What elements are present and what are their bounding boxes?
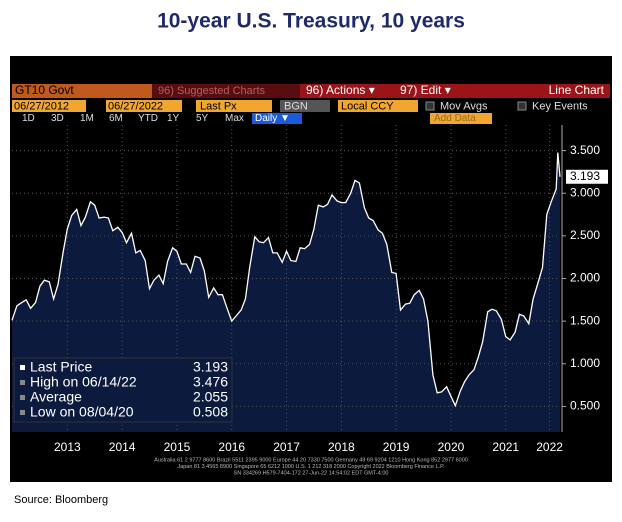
ticker-bar — [12, 84, 152, 98]
x-tick-label: 2019 — [383, 440, 410, 454]
period-button[interactable]: 1M — [80, 113, 94, 124]
period-button[interactable]: 3D — [51, 113, 64, 124]
checkbox[interactable] — [425, 101, 435, 111]
legend-value: 0.508 — [193, 404, 228, 420]
menu-bar — [300, 84, 610, 98]
source: Source: Bloomberg — [14, 494, 108, 506]
x-tick-label: 2014 — [109, 440, 136, 454]
add-data-box[interactable] — [430, 113, 492, 124]
x-tick-label: 2015 — [164, 440, 191, 454]
add-data[interactable]: Add Data — [434, 113, 476, 124]
frequency[interactable]: Daily ▼ — [255, 113, 290, 124]
legend-box — [13, 357, 233, 423]
period-button[interactable]: Max — [225, 113, 244, 124]
plot: 0.500 1.000 1.500 2.000 2.500 3.000 3.500 2013 2… — [11, 125, 608, 454]
x-tick-label: 2022 — [536, 440, 563, 454]
currency[interactable]: Local CCY — [341, 100, 394, 112]
actions[interactable]: 96) Actions ▾ — [306, 83, 375, 97]
x-tick-label: 2013 — [54, 440, 81, 454]
period-button[interactable]: 6M — [109, 113, 123, 124]
suggested-bar — [152, 84, 300, 98]
legend-value: 3.193 — [193, 359, 228, 375]
suggested[interactable]: 96) Suggested Charts — [158, 85, 266, 97]
legend-value: 2.055 — [193, 389, 228, 405]
chart-title: 10-year U.S. Treasury, 10 years — [157, 10, 465, 33]
line — [11, 152, 561, 408]
ticker: GT10 Govt — [15, 83, 74, 97]
y-tick-label: 3.500 — [570, 143, 600, 157]
legend-label: Low on 08/04/20 — [30, 404, 134, 420]
period-button[interactable]: YTD — [138, 113, 158, 124]
mov-avgs[interactable]: Mov Avgs — [440, 100, 488, 112]
y-tick-label: 1.000 — [570, 356, 600, 370]
x-tick-label: 2016 — [218, 440, 245, 454]
footer: Australia 61 2 9777 8600 Brazil 5511 239… — [154, 457, 468, 476]
legend-bullet — [20, 410, 25, 415]
legend-label: Average — [30, 389, 82, 405]
y-tick-label: 2.000 — [570, 271, 600, 285]
x-tick-label: 2017 — [273, 440, 300, 454]
footer-text: Australia 61 2 9777 8600 Brazil 5511 239… — [154, 457, 468, 463]
frequency-box[interactable] — [252, 113, 302, 124]
checkbox[interactable] — [517, 101, 527, 111]
period-buttons: 1D 3D 1M 6M YTD 1Y 5Y Max — [22, 113, 244, 124]
period-button[interactable]: 5Y — [196, 113, 209, 124]
field-box[interactable] — [196, 100, 272, 112]
x-tick-label: 2018 — [328, 440, 355, 454]
period-button[interactable]: 1D — [22, 113, 35, 124]
footer-text: SN 334269 H579-7404-172 27-Jun-22 14:54:… — [234, 470, 389, 476]
legend-value: 3.476 — [193, 374, 228, 390]
legend-bullet — [20, 395, 25, 400]
y-tick-label: 2.500 — [570, 228, 600, 242]
legend-bullet — [20, 380, 25, 385]
edit[interactable]: 97) Edit ▾ — [400, 83, 451, 97]
end-date[interactable]: 06/27/2022 — [108, 100, 163, 112]
y-tick-label: 0.500 — [570, 399, 600, 413]
y-tick-label: 1.500 — [570, 313, 600, 327]
chart-kind: Line Chart — [549, 83, 605, 97]
last-price-label: 3.193 — [570, 169, 600, 183]
footer-text: Japan 81 3 4565 8900 Singapore 65 6212 1… — [177, 464, 445, 470]
field[interactable]: Last Px — [200, 100, 237, 112]
legend-bullet — [20, 365, 25, 370]
field-box[interactable] — [106, 100, 182, 112]
source-code[interactable]: BGN — [284, 100, 308, 112]
key-events[interactable]: Key Events — [532, 100, 588, 112]
legend-label: High on 06/14/22 — [30, 374, 137, 390]
field-box[interactable] — [338, 100, 418, 112]
start-date[interactable]: 06/27/2012 — [14, 100, 69, 112]
x-tick-label: 2020 — [438, 440, 465, 454]
field-box[interactable] — [280, 100, 330, 112]
field-box[interactable] — [12, 100, 86, 112]
legend-label: Last Price — [30, 359, 92, 375]
period-button[interactable]: 1Y — [167, 113, 180, 124]
x-tick-label: 2021 — [492, 440, 519, 454]
last-price-tag — [566, 169, 608, 184]
y-tick-label: 3.000 — [570, 185, 600, 199]
